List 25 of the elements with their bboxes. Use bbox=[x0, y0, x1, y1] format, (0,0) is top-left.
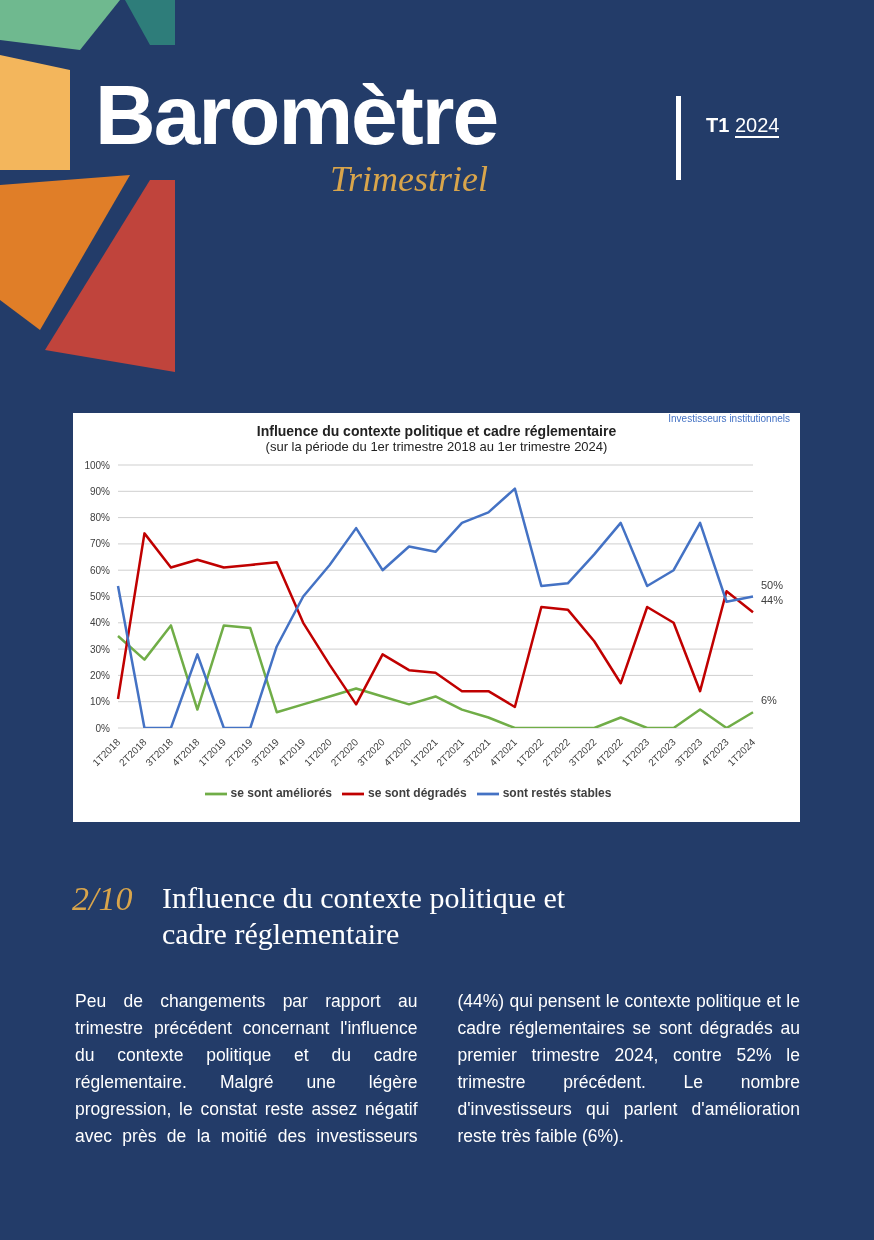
y-tick-label: 40% bbox=[89, 617, 111, 629]
y-tick-label: 10% bbox=[89, 696, 111, 708]
y-tick-label: 70% bbox=[89, 538, 111, 550]
y-tick-label: 90% bbox=[89, 485, 111, 497]
text: 2024 bbox=[734, 114, 780, 138]
text: Influence du contexte politique et cadre réglementaire bbox=[162, 880, 567, 952]
chart-subtitle: (sur la période du 1er trimestre 2018 au 1er trimestre 2024) bbox=[264, 439, 609, 454]
legend-label: sont restés stables bbox=[502, 786, 612, 801]
legend-label: se sont dégradés bbox=[367, 786, 467, 801]
y-tick-label: 50% bbox=[89, 591, 111, 603]
text: Peu de changements par rapport au trimestre précédent concernant l'influence du contexte politique et du cadre réglementaire. Malgré une légère progression, le constat reste assez négatif avec près de la moitié des investisseurs (44%) qui pensent le contexte politique et le cadre réglementaires se sont dégradés au premier trimestre 2024, contre 52% le trimestre précédent. Le nombre d'investisseurs qui parlent d'amélioration reste très faible (6%). bbox=[75, 991, 800, 1146]
legend-label: se sont améliorés bbox=[230, 786, 332, 801]
data-label: 44% bbox=[761, 594, 784, 607]
y-tick-label: 20% bbox=[89, 669, 111, 681]
chart-title: Influence du contexte politique et cadre réglementaire bbox=[255, 423, 618, 439]
y-tick-label: 80% bbox=[89, 512, 111, 524]
data-label: 6% bbox=[761, 694, 778, 707]
y-tick-label: 0% bbox=[95, 722, 111, 734]
text: 2/10 bbox=[72, 880, 133, 918]
y-tick-label: 100% bbox=[84, 459, 111, 471]
text: T1 bbox=[706, 114, 730, 136]
text: Investisseurs institutionnels bbox=[668, 413, 790, 424]
data-label: 50% bbox=[761, 578, 784, 591]
y-tick-label: 30% bbox=[89, 643, 111, 655]
y-tick-label: 60% bbox=[89, 564, 111, 576]
